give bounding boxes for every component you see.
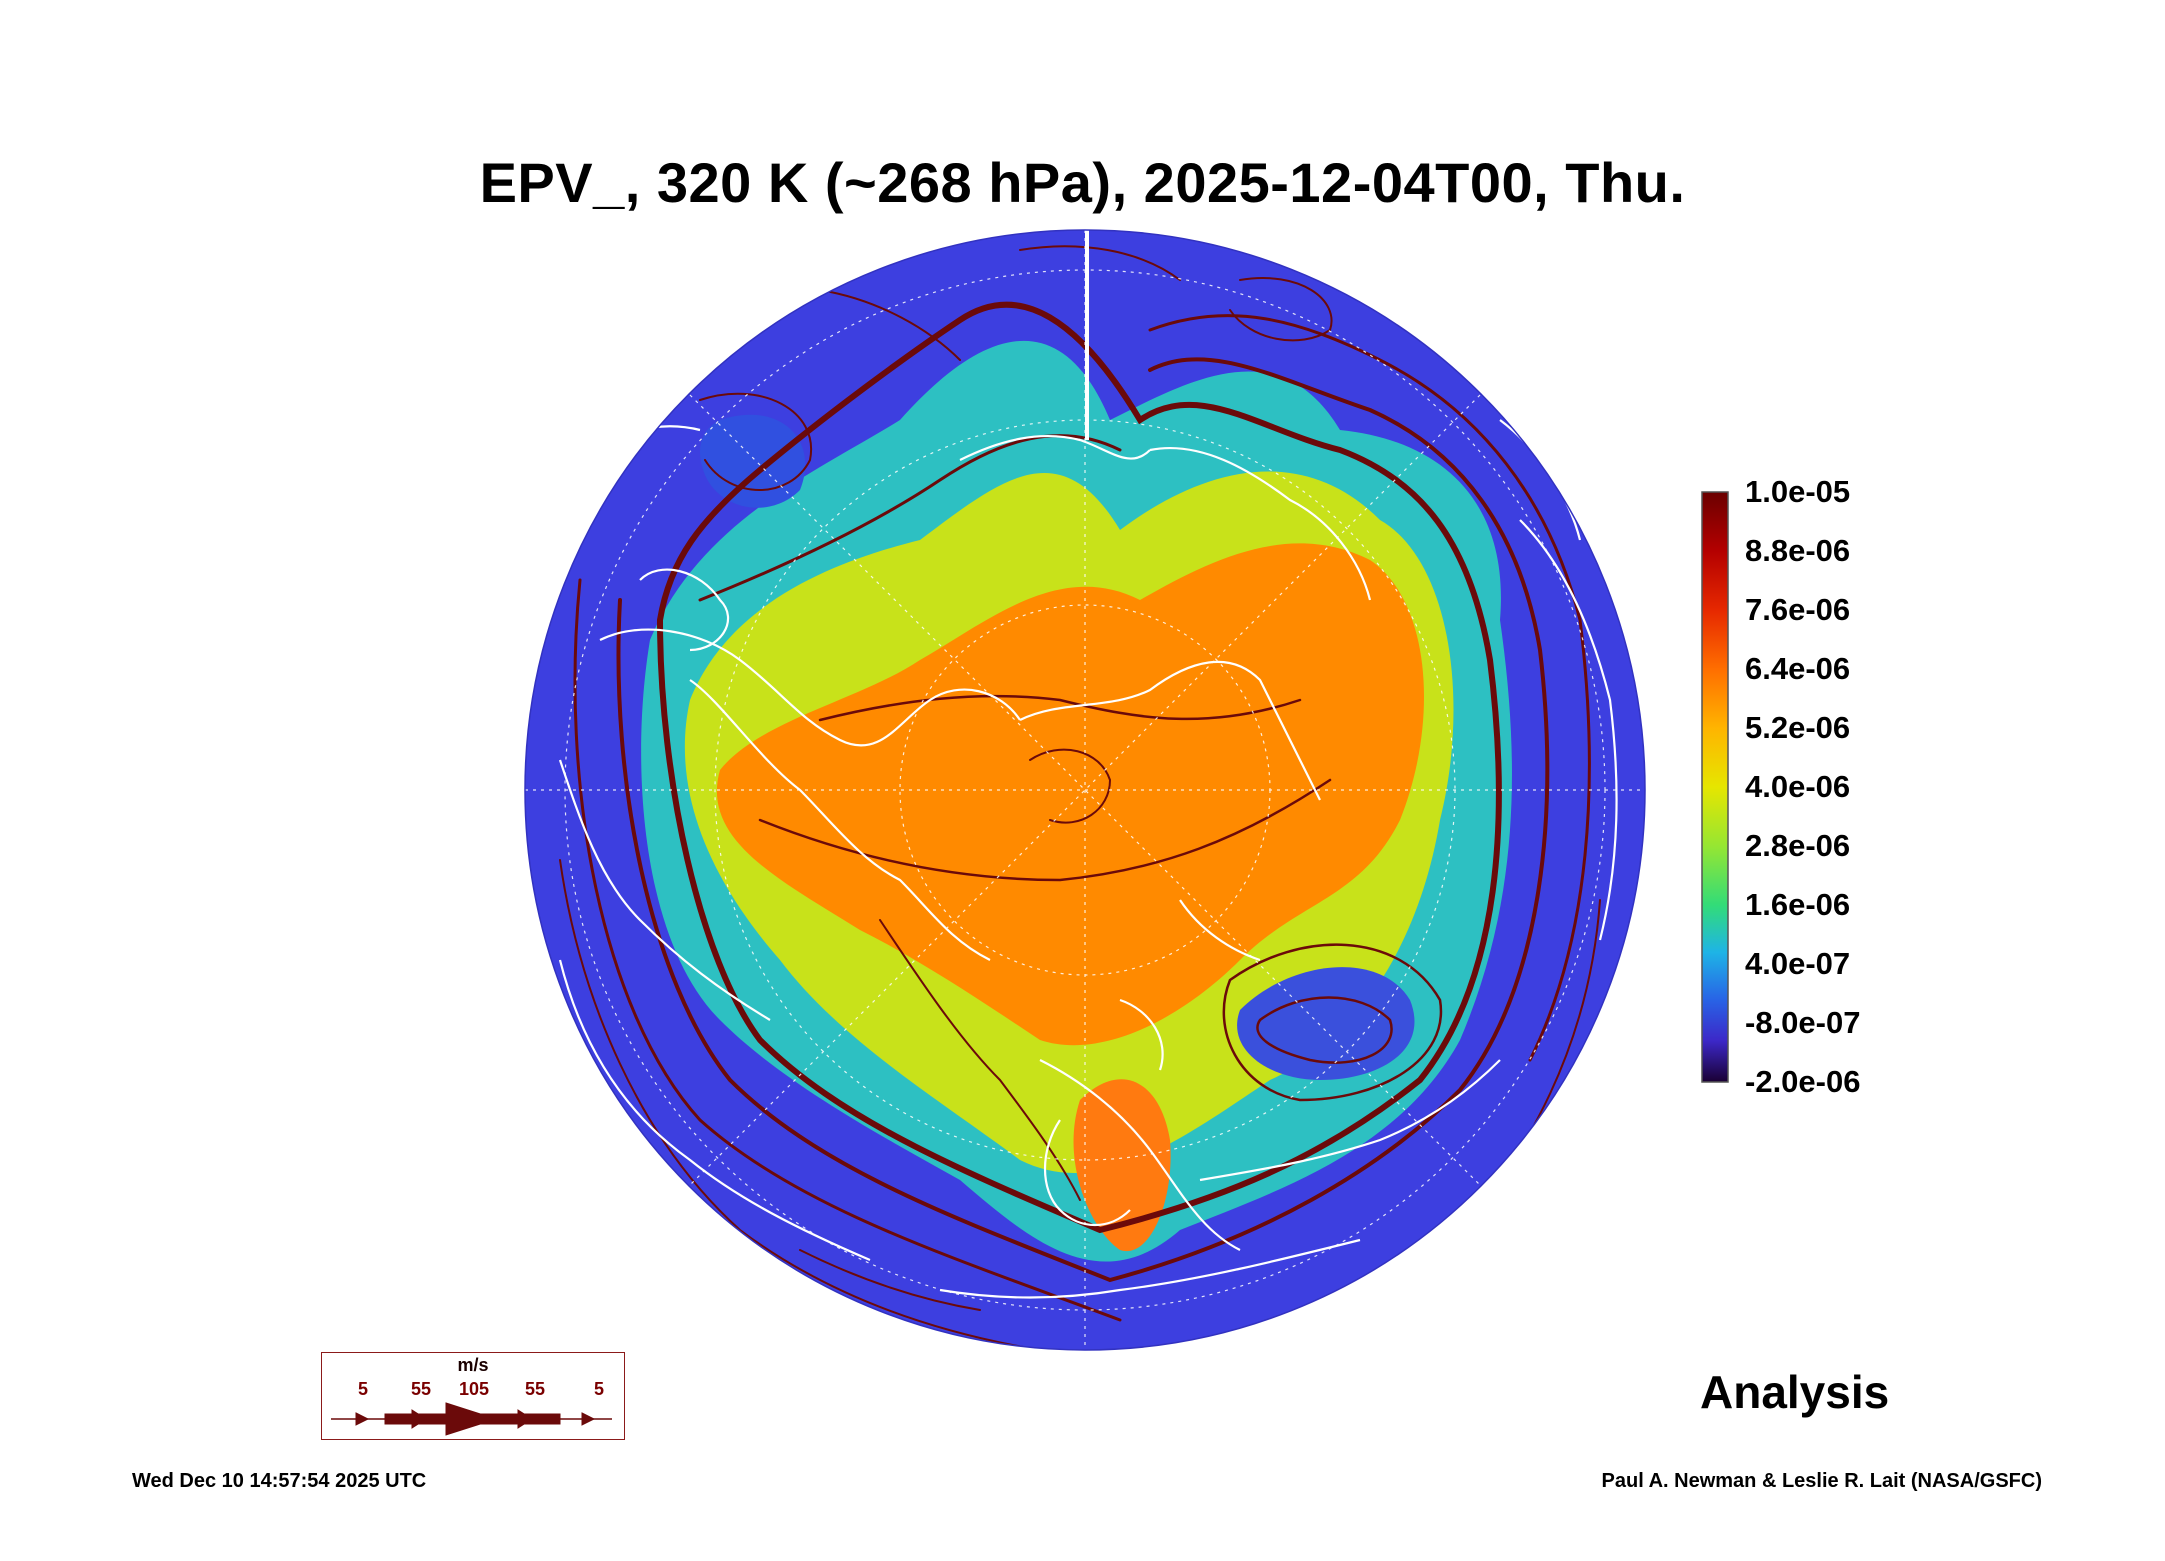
- colorbar-label: 4.0e-06: [1745, 769, 1851, 804]
- colorbar-label: 2.8e-06: [1745, 828, 1851, 863]
- wind-legend-speed: 55: [410, 1379, 432, 1399]
- colorbar-label: -2.0e-06: [1745, 1064, 1861, 1099]
- colorbar-label: 8.8e-06: [1745, 533, 1851, 568]
- wind-legend-arrow: [331, 1402, 612, 1436]
- footer-credit: Paul A. Newman & Leslie R. Lait (NASA/GS…: [1601, 1470, 2042, 1492]
- colorbar-label: 6.4e-06: [1745, 651, 1851, 686]
- pv-field: [525, 230, 1645, 1350]
- pv-blue-vortex-nw: [700, 414, 806, 508]
- wind-legend: m/s 5 55 105 55 5: [321, 1352, 625, 1440]
- footer-timestamp: Wed Dec 10 14:57:54 2025 UTC: [132, 1470, 427, 1492]
- colorbar: [1701, 491, 1729, 1083]
- colorbar-label: -8.0e-07: [1745, 1005, 1861, 1040]
- colorbar-label: 4.0e-07: [1745, 946, 1851, 981]
- wind-legend-speed: 55: [524, 1379, 546, 1399]
- map-title: EPV_, 320 K (~268 hPa), 2025-12-04T00, T…: [479, 151, 1686, 214]
- colorbar-label: 1.0e-05: [1745, 474, 1851, 509]
- colorbar-label: 1.6e-06: [1745, 887, 1851, 922]
- wind-legend-speed: 5: [593, 1379, 605, 1399]
- pv-orange-lobe: [1073, 1079, 1171, 1252]
- colorbar-label: 7.6e-06: [1745, 592, 1851, 627]
- analysis-label: Analysis: [1700, 1366, 1890, 1418]
- wind-legend-speed: 5: [357, 1379, 369, 1399]
- wind-legend-unit: m/s: [457, 1355, 489, 1375]
- disc-edge: [524, 229, 1646, 1351]
- colorbar-label: 5.2e-06: [1745, 710, 1851, 745]
- wind-legend-speed: 105: [458, 1379, 490, 1399]
